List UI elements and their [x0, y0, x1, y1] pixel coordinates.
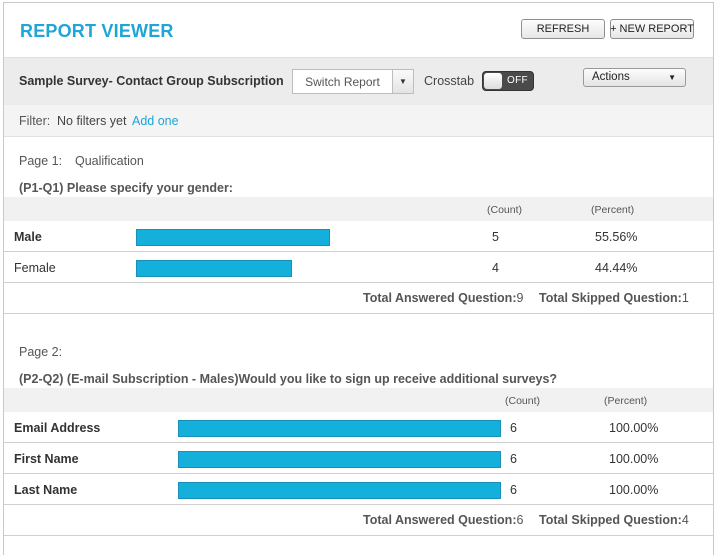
add-filter-link[interactable]: Add one [132, 114, 179, 128]
total-skipped: Total Skipped Question:1 [539, 291, 689, 305]
page-name: Qualification [75, 154, 144, 168]
total-skipped-label: Total Skipped Question: [539, 513, 682, 527]
filter-bar: Filter: No filters yet Add one [4, 105, 713, 137]
filter-label: Filter: [19, 114, 51, 128]
switch-report-dropdown[interactable]: Switch Report ▼ [292, 69, 414, 94]
answer-count: 6 [510, 452, 517, 466]
page-label: Page 2: [19, 345, 63, 359]
switch-report-label: Switch Report [305, 74, 380, 89]
response-bar [178, 482, 501, 499]
percent-header: (Percent) [591, 204, 635, 216]
answer-percent: 100.00% [609, 421, 659, 435]
count-header: (Count) [487, 204, 523, 216]
response-bar [136, 229, 330, 246]
answer-percent: 44.44% [595, 261, 638, 275]
table-row: Male 5 55.56% [4, 221, 713, 252]
response-bar [178, 451, 501, 468]
question-text: (P1-Q1) Please specify your gender: [19, 181, 233, 195]
total-answered-label: Total Answered Question: [363, 513, 517, 527]
total-skipped-label: Total Skipped Question: [539, 291, 682, 305]
toggle-knob [484, 73, 502, 89]
answer-count: 6 [510, 483, 517, 497]
column-header: (Count) (Percent) [4, 197, 713, 222]
answer-label: Female [14, 261, 56, 275]
new-report-button[interactable]: + NEW REPORT [610, 19, 694, 39]
percent-header: (Percent) [604, 395, 648, 407]
total-answered-label: Total Answered Question: [363, 291, 517, 305]
report-viewer-panel: REPORT VIEWER REFRESH + NEW REPORT Sampl… [3, 2, 714, 555]
answer-label: Last Name [14, 483, 78, 497]
total-skipped-value: 1 [681, 291, 689, 305]
filter-status: No filters yet [57, 114, 127, 128]
table-row: Email Address 6 100.00% [4, 412, 713, 443]
report-name: Sample Survey- Contact Group Subscriptio… [19, 74, 284, 88]
total-answered: Total Answered Question:6 [363, 513, 523, 527]
count-header: (Count) [505, 395, 541, 407]
answer-count: 6 [510, 421, 517, 435]
response-bar [178, 420, 501, 437]
chevron-down-icon[interactable]: ▼ [392, 70, 413, 93]
answer-percent: 100.00% [609, 483, 659, 497]
crosstab-toggle[interactable]: OFF [482, 71, 534, 91]
table-row: First Name 6 100.00% [4, 443, 713, 474]
total-skipped: Total Skipped Question:4 [539, 513, 689, 527]
chevron-down-icon: ▼ [668, 73, 676, 82]
crosstab-label: Crosstab [424, 74, 475, 88]
totals-row: Total Answered Question:9 Total Skipped … [4, 283, 713, 314]
answer-label: Email Address [14, 421, 101, 435]
total-answered-value: 6 [516, 513, 524, 527]
totals-row: Total Answered Question:6 Total Skipped … [4, 505, 713, 536]
refresh-button[interactable]: REFRESH [521, 19, 605, 39]
answer-label: Male [14, 230, 42, 244]
answer-percent: 100.00% [609, 452, 659, 466]
table-row: Last Name 6 100.00% [4, 474, 713, 505]
response-bar [136, 260, 292, 277]
question-text: (P2-Q2) (E-mail Subscription - Males)Wou… [19, 372, 558, 386]
report-toolbar: Sample Survey- Contact Group Subscriptio… [4, 57, 713, 105]
answer-count: 5 [492, 230, 499, 244]
total-skipped-value: 4 [681, 513, 689, 527]
answer-count: 4 [492, 261, 499, 275]
answer-percent: 55.56% [595, 230, 638, 244]
answer-label: First Name [14, 452, 79, 466]
page-title: REPORT VIEWER [20, 21, 174, 41]
actions-label: Actions [592, 71, 630, 83]
column-header: (Count) (Percent) [4, 388, 713, 413]
table-row: Female 4 44.44% [4, 252, 713, 283]
total-answered-value: 9 [516, 291, 524, 305]
toggle-state: OFF [507, 75, 528, 86]
total-answered: Total Answered Question:9 [363, 291, 523, 305]
actions-dropdown[interactable]: Actions ▼ [583, 68, 686, 87]
page-label: Page 1: [19, 154, 63, 168]
